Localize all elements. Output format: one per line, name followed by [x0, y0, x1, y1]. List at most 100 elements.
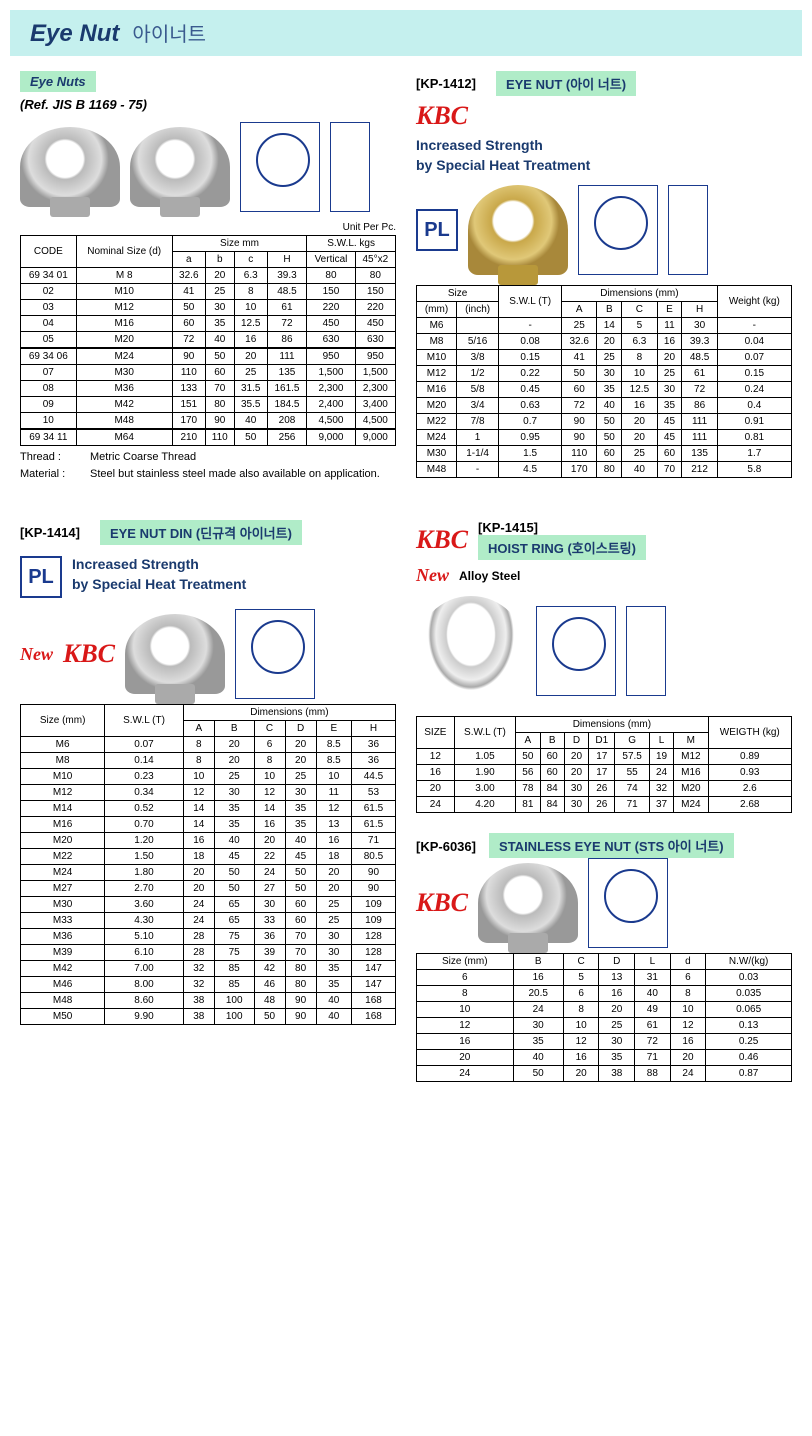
kp-code: [KP-1412] — [416, 76, 476, 91]
eye-nut-photo — [125, 614, 225, 694]
right-bottom-stack: KBC [KP-1415] HOIST RING (호이스트링) New All… — [416, 520, 792, 1102]
table-row: M140.52143514351261.5 — [21, 801, 396, 817]
alloy-text: Alloy Steel — [459, 569, 520, 583]
diagram-front — [588, 858, 668, 948]
hoist-ring-photo — [416, 596, 526, 706]
diagram-front — [536, 606, 616, 696]
note-material: Material : Steel but stainless steel mad… — [20, 468, 396, 480]
table-row: M103/80.15412582048.50.07 — [417, 350, 792, 366]
section-label: STAINLESS EYE NUT (STS 아이 너트) — [489, 833, 734, 858]
pl-badge: PL — [416, 209, 458, 251]
new-badge: New — [416, 565, 449, 586]
table-row: 02M104125848.5150150 — [21, 284, 396, 300]
table-row: M100.23102510251044.5 — [21, 769, 396, 785]
th-swl-group: S.W.L. kgs — [307, 236, 396, 252]
kp-code: [KP-1415] — [478, 520, 538, 535]
section-eye-nuts-jis: Eye Nuts (Ref. JIS B 1169 - 75) Unit Per… — [20, 71, 396, 480]
diagram-side — [668, 185, 708, 275]
table-row: M241.80205024502090 — [21, 865, 396, 881]
table-row: M160.70143516351361.5 — [21, 817, 396, 833]
diagram-side — [626, 606, 666, 696]
table-row: 6165133160.03 — [417, 970, 792, 986]
title-en: Eye Nut — [30, 20, 119, 47]
table-row: 69 34 01M 832.6206.339.38080 — [21, 268, 396, 284]
table-kp1412: Size S.W.L (T) Dimensions (mm) Weight (k… — [416, 285, 792, 478]
table-row: 69 34 06M24905020111950950 — [21, 348, 396, 365]
note-thread: Thread : Metric Coarse Thread — [20, 451, 396, 463]
kp-code: [KP-1414] — [20, 525, 80, 540]
table-kp6036: Size (mm)BCDLdN.W/(kg) 6165133160.03820.… — [416, 953, 792, 1082]
table-row: 1635123072160.25 — [417, 1034, 792, 1050]
table-row: M396.102875397030128 — [21, 945, 396, 961]
new-badge: New — [20, 644, 53, 665]
table-row: 2040163571200.46 — [417, 1050, 792, 1066]
table-row: M60.078206208.536 — [21, 737, 396, 753]
table-row: 161.90566020175524M160.93 — [417, 765, 792, 781]
table-row: 244.20818430267137M242.68 — [417, 797, 792, 813]
section-kp6036: [KP-6036] STAINLESS EYE NUT (STS 아이 너트) … — [416, 833, 792, 1082]
th-nominal: Nominal Size (d) — [76, 236, 172, 268]
table-row: M80.148208208.536 — [21, 753, 396, 769]
table-row: M303.602465306025109 — [21, 897, 396, 913]
table-row: M48-4.51708040702125.8 — [417, 462, 792, 478]
table-jis: CODE Nominal Size (d) Size mm S.W.L. kgs… — [20, 235, 396, 446]
tagline: Increased Strength by Special Heat Treat… — [72, 555, 246, 594]
table-row: M85/160.0832.6206.31639.30.04 — [417, 334, 792, 350]
table-row: 1230102561120.13 — [417, 1018, 792, 1034]
section-label: EYE NUT DIN (딘규격 아이너트) — [100, 520, 302, 545]
diagram-front — [235, 609, 315, 699]
table-kp1415: SIZE S.W.L (T) Dimensions (mm) WEIGTH (k… — [416, 716, 792, 813]
kbc-logo: KBC — [416, 101, 792, 131]
table-row: 121.055060201757.519M120.89 — [417, 749, 792, 765]
table-row: M227/80.7905020451110.91 — [417, 414, 792, 430]
ref-text: (Ref. JIS B 1169 - 75) — [20, 97, 396, 112]
table-row: M272.70205027502090 — [21, 881, 396, 897]
table-row: M301-1/41.51106025601351.7 — [417, 446, 792, 462]
table-row: M488.6038100489040168 — [21, 993, 396, 1009]
tagline: Increased Strength by Special Heat Treat… — [416, 136, 792, 175]
table-row: 08M361337031.5161.52,3002,300 — [21, 381, 396, 397]
kp-code: [KP-6036] — [416, 839, 476, 854]
table-row: 07M3011060251351,5001,500 — [21, 365, 396, 381]
table-row: M468.003285468035147 — [21, 977, 396, 993]
unit-text: Unit Per Pc. — [20, 222, 396, 233]
diagram-front — [240, 122, 320, 212]
section-label: HOIST RING (호이스트링) — [478, 535, 646, 560]
table-row: M2410.95905020451110.81 — [417, 430, 792, 446]
section-kp1412: [KP-1412] EYE NUT (아이 너트) KBC Increased … — [416, 71, 792, 480]
kbc-logo: KBC — [63, 639, 115, 669]
section-kp1414: [KP-1414] EYE NUT DIN (딘규격 아이너트) PL Incr… — [20, 520, 396, 1082]
th-size-group: Size mm — [172, 236, 306, 252]
table-row: M365.102875367030128 — [21, 929, 396, 945]
kbc-logo: KBC — [416, 525, 468, 555]
eye-nut-photo — [20, 127, 120, 207]
table-kp1414: Size (mm) S.W.L (T) Dimensions (mm) A B … — [20, 704, 396, 1025]
diagram-side — [330, 122, 370, 212]
table-row: M165/80.45603512.530720.24 — [417, 382, 792, 398]
section-label: EYE NUT (아이 너트) — [496, 71, 636, 96]
table-row: M201.20164020401671 — [21, 833, 396, 849]
title-kr: 아이너트 — [132, 24, 206, 46]
diagram-front — [578, 185, 658, 275]
table-row: M121/20.2250301025610.15 — [417, 366, 792, 382]
table-row: 03M1250301061220220 — [21, 300, 396, 316]
section-kp1415: KBC [KP-1415] HOIST RING (호이스트링) New All… — [416, 520, 792, 813]
page-header: Eye Nut 아이너트 — [10, 10, 802, 56]
table-row: 203.00788430267432M202.6 — [417, 781, 792, 797]
table-row: 69 34 11M64210110502569,0009,000 — [21, 429, 396, 446]
table-row: 05M2072401686630630 — [21, 332, 396, 349]
table-row: M203/40.6372401635860.4 — [417, 398, 792, 414]
table-row: M334.302465336025109 — [21, 913, 396, 929]
table-row: M427.003285428035147 — [21, 961, 396, 977]
table-row: M6-251451130- — [417, 318, 792, 334]
table-row: 2450203888240.87 — [417, 1066, 792, 1082]
table-row: M120.34123012301153 — [21, 785, 396, 801]
th-code: CODE — [21, 236, 77, 268]
table-row: 09M421518035.5184.52,4003,400 — [21, 397, 396, 413]
eye-nut-photo — [478, 863, 578, 943]
pl-badge: PL — [20, 556, 62, 598]
table-row: M221.50184522451880.5 — [21, 849, 396, 865]
table-row: 10M4817090402084,5004,500 — [21, 413, 396, 430]
table-row: 820.56164080.035 — [417, 986, 792, 1002]
table-row: 102482049100.065 — [417, 1002, 792, 1018]
